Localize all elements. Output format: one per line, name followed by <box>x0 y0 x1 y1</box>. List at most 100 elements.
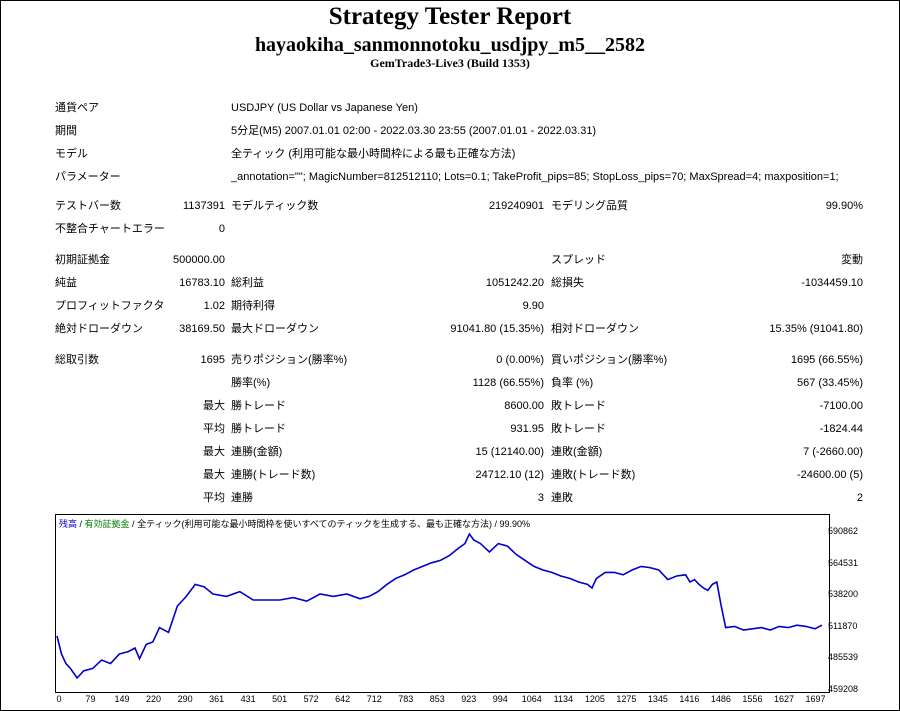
x-tick-label: 572 <box>303 694 319 704</box>
x-tick-label: 431 <box>240 694 256 704</box>
symbol-value: USDJPY (US Dollar vs Japanese Yen) <box>231 102 418 114</box>
consecutive-losses-money-label: 連敗(金額) <box>551 446 603 458</box>
y-tick-label: 564531 <box>828 557 859 568</box>
x-tick-label: 501 <box>272 694 288 704</box>
long-positions-value: 1695 (66.55%) <box>790 354 863 366</box>
legend-model: 全ティック(利用可能な最小時間枠を使いすべてのティックを生成する、最も正確な方法… <box>137 519 531 529</box>
relative-drawdown-label: 相対ドローダウン <box>551 323 639 335</box>
ticks-value: 219240901 <box>488 200 544 212</box>
gross-loss-value: -1034459.10 <box>801 277 863 289</box>
spread-label: スプレッド <box>551 254 606 266</box>
x-tick-label: 1556 <box>742 694 763 704</box>
ticks-label: モデルティック数 <box>231 200 319 212</box>
bars-value: 1137391 <box>182 200 225 212</box>
x-tick-label: 1345 <box>647 694 668 704</box>
mismatch-label: 不整合チャートエラー <box>55 223 165 235</box>
period-value: 5分足(M5) 2007.01.01 02:00 - 2022.03.30 23… <box>231 125 597 137</box>
maximal-label: 最大 <box>203 469 225 481</box>
average-label: 平均 <box>203 423 225 435</box>
y-tick-label: 485539 <box>828 652 859 663</box>
spread-value: 変動 <box>841 254 863 266</box>
bars-label: テストバー数 <box>55 200 121 212</box>
y-tick-label: 590862 <box>828 526 859 536</box>
deposit-value: 500000.00 <box>173 254 225 266</box>
profit-factor-label: プロフィットファクタ <box>55 300 165 312</box>
y-tick-label: 538200 <box>828 589 859 600</box>
parameters-value: _annotation=""; MagicNumber=812512110; L… <box>231 171 839 183</box>
average-consecutive-wins-label: 連勝 <box>231 492 253 504</box>
x-tick-label: 79 <box>85 694 96 704</box>
largest-label: 最大 <box>203 400 225 412</box>
x-tick-label: 853 <box>429 694 445 704</box>
largest-profit-label: 勝トレード <box>231 400 286 412</box>
quality-value: 99.90% <box>825 200 863 212</box>
y-tick-label: 511870 <box>828 620 858 631</box>
gross-profit-label: 総利益 <box>231 277 264 289</box>
deposit-label: 初期証拠金 <box>55 254 110 266</box>
expected-payoff-value: 9.90 <box>522 300 544 312</box>
gross-loss-label: 総損失 <box>551 277 584 289</box>
report-title: Strategy Tester Report <box>328 3 572 30</box>
expert-name: hayaokiha_sanmonnotoku_usdjpy_m5__2582 <box>254 34 646 56</box>
net-profit-label: 純益 <box>55 277 77 289</box>
quality-label: モデリング品質 <box>551 200 628 212</box>
total-trades-label: 総取引数 <box>55 354 99 366</box>
legend-separator: / <box>129 519 138 529</box>
balance-chart-svg <box>56 532 823 680</box>
consecutive-wins-money-value: 15 (12140.00) <box>475 446 545 458</box>
balance-chart: 残高 / 有効証拠金 / 全ティック(利用可能な最小時間枠を使いすべてのティック… <box>55 514 830 693</box>
total-trades-value: 1695 <box>200 354 225 366</box>
short-positions-value: 0 (0.00%) <box>496 354 544 366</box>
x-tick-label: 1275 <box>616 694 637 704</box>
model-value: 全ティック (利用可能な最小時間枠による最も正確な方法) <box>231 148 516 160</box>
x-tick-label: 149 <box>114 694 130 704</box>
y-tick-label: 459208 <box>828 684 859 694</box>
relative-drawdown-value: 15.35% (91041.80) <box>769 323 863 335</box>
legend-separator: / <box>77 519 85 529</box>
chart-legend: 残高 / 有効証拠金 / 全ティック(利用可能な最小時間枠を使いすべてのティック… <box>59 517 530 530</box>
average-loss-label: 敗トレード <box>551 423 606 435</box>
net-profit-value: 16783.10 <box>179 277 225 289</box>
x-tick-label: 1486 <box>710 694 731 704</box>
consecutive-losses-money-value: 7 (-2660.00) <box>803 446 863 458</box>
maximum-label: 最大 <box>203 446 225 458</box>
loss-trades-label: 負率 (%) <box>551 377 594 389</box>
profit-trades-value: 1128 (66.55%) <box>472 377 544 389</box>
x-tick-label: 712 <box>366 694 382 704</box>
x-tick-label: 1627 <box>773 694 794 704</box>
legend-equity: 有効証拠金 <box>84 519 130 529</box>
average-profit-value: 931.95 <box>510 423 544 435</box>
profit-factor-value: 1.02 <box>203 300 225 312</box>
parameters-label: パラメーター <box>55 171 121 183</box>
period-label: 期間 <box>55 125 77 137</box>
consecutive-profit-value: 24712.10 (12) <box>475 469 545 481</box>
consecutive-loss-label: 連敗(トレード数) <box>551 469 636 481</box>
x-tick-label: 0 <box>56 694 62 704</box>
largest-profit-value: 8600.00 <box>504 400 544 412</box>
x-tick-label: 220 <box>146 694 162 704</box>
absolute-drawdown-label: 絶対ドローダウン <box>55 323 143 335</box>
maximal-drawdown-label: 最大ドローダウン <box>231 323 319 335</box>
absolute-drawdown-value: 38169.50 <box>179 323 225 335</box>
x-tick-label: 1205 <box>584 694 605 704</box>
largest-loss-label: 敗トレード <box>551 400 606 412</box>
x-tick-label: 923 <box>461 694 477 704</box>
long-positions-label: 買いポジション(勝率%) <box>551 354 668 366</box>
average-consecutive-label: 平均 <box>203 492 225 504</box>
x-tick-label: 1064 <box>521 694 542 704</box>
x-tick-label: 1134 <box>553 694 573 704</box>
maximal-drawdown-value: 91041.80 (15.35%) <box>450 323 544 335</box>
x-tick-label: 1697 <box>805 694 826 704</box>
server-build: GemTrade3-Live3 (Build 1353) <box>370 56 530 70</box>
x-tick-label: 361 <box>209 694 225 704</box>
average-consecutive-wins-value: 3 <box>537 492 544 504</box>
loss-trades-value: 567 (33.45%) <box>796 377 863 389</box>
symbol-label: 通貨ペア <box>55 102 99 114</box>
model-label: モデル <box>55 148 88 160</box>
consecutive-profit-label: 連勝(トレード数) <box>231 469 316 481</box>
average-consecutive-losses-value: 2 <box>856 492 863 504</box>
short-positions-label: 売りポジション(勝率%) <box>231 354 348 366</box>
largest-loss-value: -7100.00 <box>819 400 863 412</box>
x-tick-label: 783 <box>398 694 414 704</box>
x-tick-label: 994 <box>492 694 508 704</box>
